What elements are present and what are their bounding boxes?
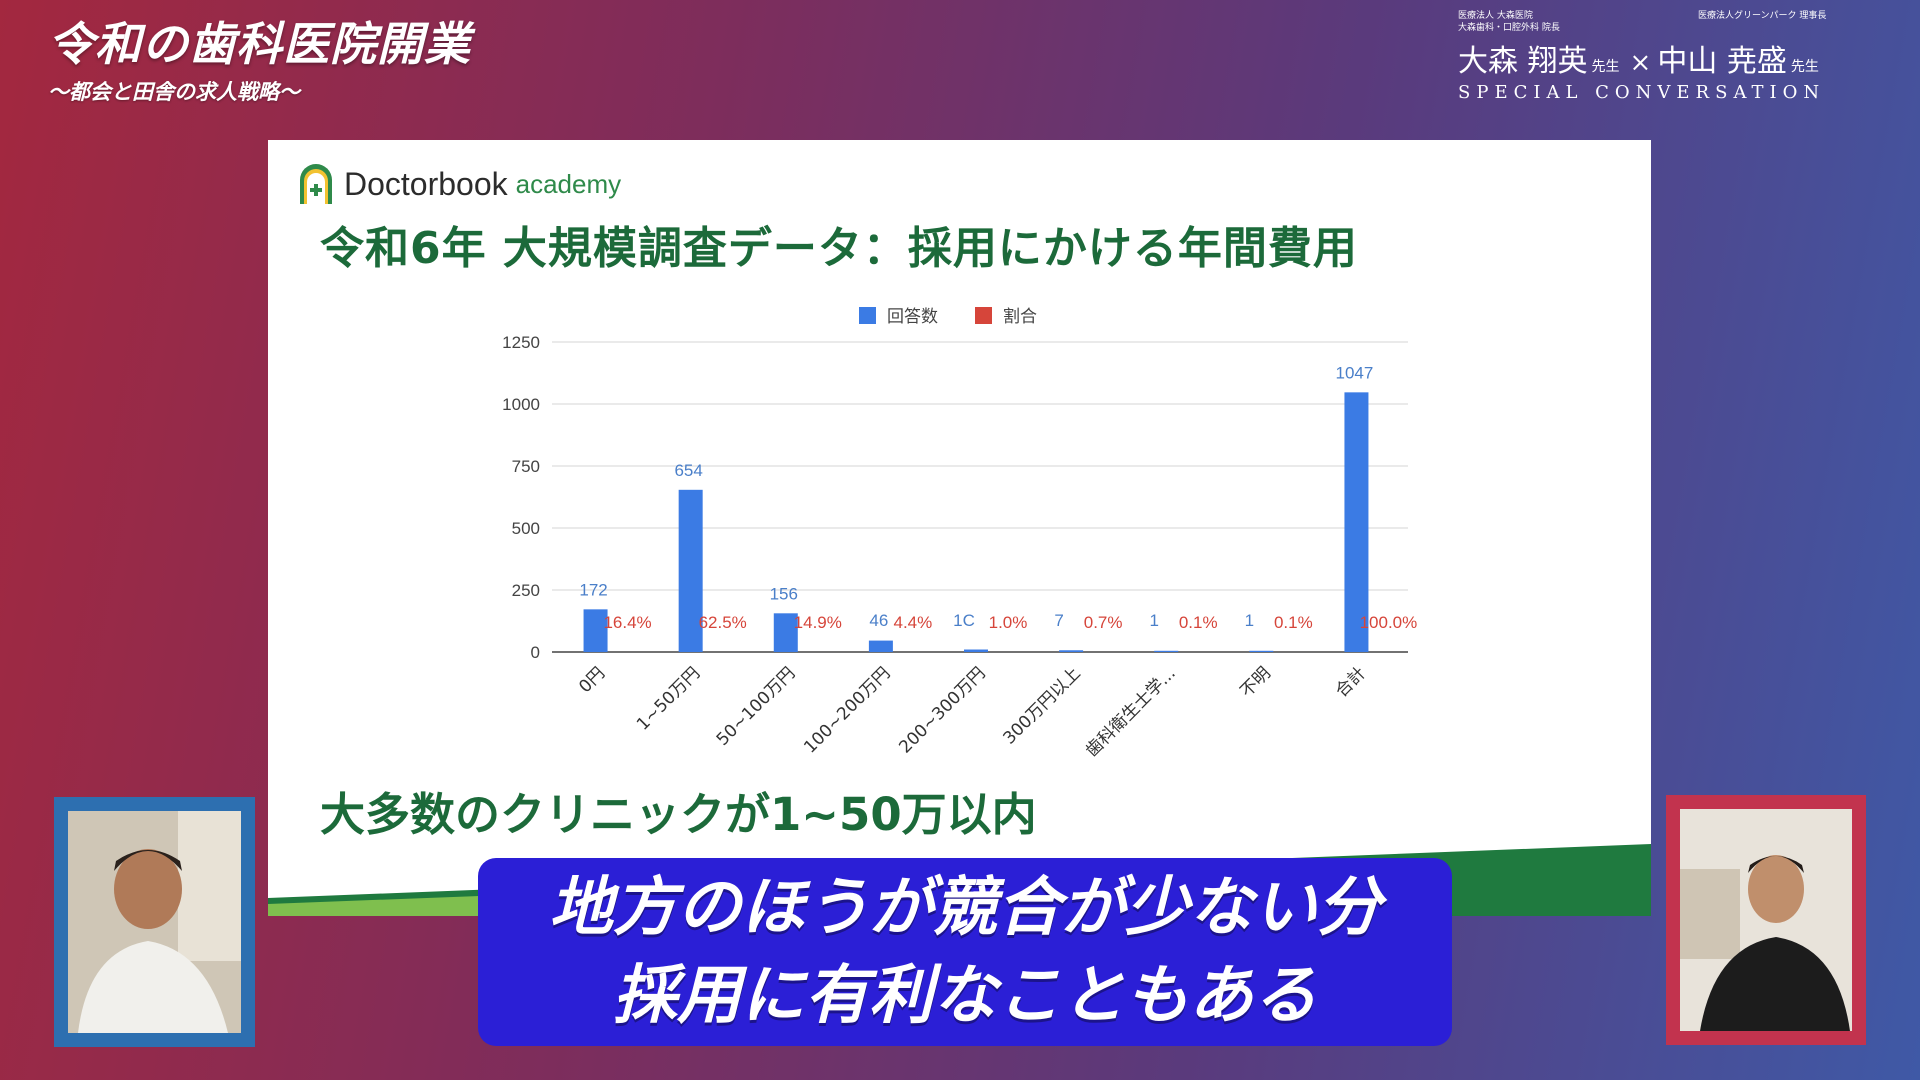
bar-count bbox=[1344, 392, 1369, 652]
left-guest-camera bbox=[54, 797, 255, 1047]
bar-chart: 0 250 500 750 1000 1250 回答数 割合 172 16.4% 0円 654 62.5… bbox=[502, 307, 1418, 761]
bar-percent-label: 0.7% bbox=[1084, 613, 1123, 632]
legend-swatch-0 bbox=[859, 307, 876, 324]
logo-wordmark: Doctorbook bbox=[344, 165, 508, 202]
bar-percent-label: 62.5% bbox=[699, 613, 747, 632]
bar-count-label: 1 bbox=[1245, 611, 1254, 630]
left-guest-avatar bbox=[68, 811, 241, 1033]
legend-label-1: 割合 bbox=[1003, 307, 1037, 327]
y-tick-label: 500 bbox=[512, 519, 540, 538]
left-guest-honorific: 先生 bbox=[1591, 59, 1620, 75]
bar-percent-label: 16.4% bbox=[603, 613, 651, 632]
guest-credits: 医療法人 大森医院 大森歯科・口腔外科 院長 医療法人グリーンパーク 理事長 大… bbox=[1458, 10, 1868, 103]
right-guest-video bbox=[1680, 809, 1852, 1031]
bar-percent-label: 0.1% bbox=[1274, 613, 1313, 632]
y-tick-label: 0 bbox=[531, 643, 540, 662]
x-tick-label: 合計 bbox=[1332, 663, 1370, 701]
doctorbook-logo: Doctorbook academy bbox=[296, 162, 621, 206]
right-guest-name: 中山 尭盛 bbox=[1657, 44, 1787, 79]
x-tick-label: 100~200万円 bbox=[800, 663, 894, 757]
slide-title: 令和6年 大規模調査データ：採用にかける年間費用 bbox=[320, 223, 1358, 274]
bar-percent-label: 4.4% bbox=[894, 613, 933, 632]
bar-count bbox=[678, 489, 703, 652]
left-guest-affiliation-2: 大森歯科・口腔外科 院長 bbox=[1458, 23, 1560, 33]
logo-academy: academy bbox=[515, 168, 622, 199]
subtitle-caption: 地方のほうが競合が少ない分 採用に有利なこともある bbox=[478, 858, 1452, 1046]
bar-count-label: 156 bbox=[770, 584, 798, 603]
bar-count bbox=[1249, 650, 1274, 652]
guest-names: 大森 翔英 先生 × 中山 尭盛 先生 bbox=[1458, 36, 1868, 80]
show-subtitle: 〜都会と田舎の求人戦略〜 bbox=[48, 80, 300, 104]
subtitle-line-2: 採用に有利なこともある bbox=[613, 958, 1317, 1033]
y-tick-label: 750 bbox=[512, 457, 540, 476]
bar-percent-label: 1.0% bbox=[989, 613, 1028, 632]
bar-count bbox=[583, 609, 608, 652]
legend-swatch-1 bbox=[975, 307, 992, 324]
right-guest-affiliation: 医療法人グリーンパーク 理事長 bbox=[1698, 11, 1827, 21]
x-tick-label: 300万円以上 bbox=[999, 663, 1084, 748]
bar-count-label: 1C bbox=[953, 611, 975, 630]
bar-percent-label: 0.1% bbox=[1179, 613, 1218, 632]
x-tick-label: 1~50万円 bbox=[633, 663, 704, 734]
show-title-block: 令和の歯科医院開業 〜都会と田舎の求人戦略〜 bbox=[48, 8, 471, 106]
bar-count-label: 1 bbox=[1149, 611, 1158, 630]
y-tick-label: 250 bbox=[512, 581, 540, 600]
left-guest-name: 大森 翔英 bbox=[1458, 44, 1588, 79]
subtitle-line-1: 地方のほうが競合が少ない分 bbox=[549, 870, 1381, 945]
y-tick-label: 1000 bbox=[502, 395, 540, 414]
y-tick-label: 1250 bbox=[502, 333, 540, 352]
bar-count-label: 1047 bbox=[1336, 363, 1374, 382]
bar-count bbox=[1059, 650, 1084, 652]
bar-count-label: 172 bbox=[579, 580, 607, 599]
legend-label-0: 回答数 bbox=[887, 307, 938, 327]
bar-count bbox=[964, 649, 988, 652]
bar-count bbox=[868, 640, 893, 652]
bar-percent-label: 14.9% bbox=[794, 613, 842, 632]
right-guest-avatar bbox=[1680, 809, 1852, 1031]
x-tick-label: 200~300万円 bbox=[895, 663, 989, 757]
bar-count bbox=[773, 613, 798, 652]
show-title: 令和の歯科医院開業 bbox=[48, 17, 471, 71]
x-tick-label: 0円 bbox=[575, 663, 609, 697]
doctorbook-shield-icon bbox=[300, 164, 332, 204]
bar-count bbox=[1154, 650, 1179, 652]
bar-percent-label: 100.0% bbox=[1360, 613, 1418, 632]
slide-conclusion: 大多数のクリニックが1~50万以内 bbox=[320, 788, 1037, 841]
bar-count-label: 46 bbox=[869, 611, 888, 630]
special-conversation-tagline: SPECIAL CONVERSATION bbox=[1458, 82, 1826, 103]
right-guest-camera bbox=[1666, 795, 1866, 1045]
left-guest-affiliation-1: 医療法人 大森医院 bbox=[1458, 11, 1533, 21]
right-guest-honorific: 先生 bbox=[1790, 59, 1819, 75]
x-tick-label: 50~100万円 bbox=[713, 663, 799, 749]
bar-count-label: 654 bbox=[674, 461, 702, 480]
presentation-slide: Doctorbook academy 令和6年 大規模調査データ：採用にかける年… bbox=[268, 140, 1651, 916]
x-tick-label: 不明 bbox=[1237, 663, 1275, 701]
x-tick-label: 歯科衛生士学... bbox=[1082, 663, 1180, 761]
times-icon: × bbox=[1629, 48, 1652, 78]
bar-count-label: 7 bbox=[1054, 611, 1063, 630]
left-guest-video bbox=[68, 811, 241, 1033]
